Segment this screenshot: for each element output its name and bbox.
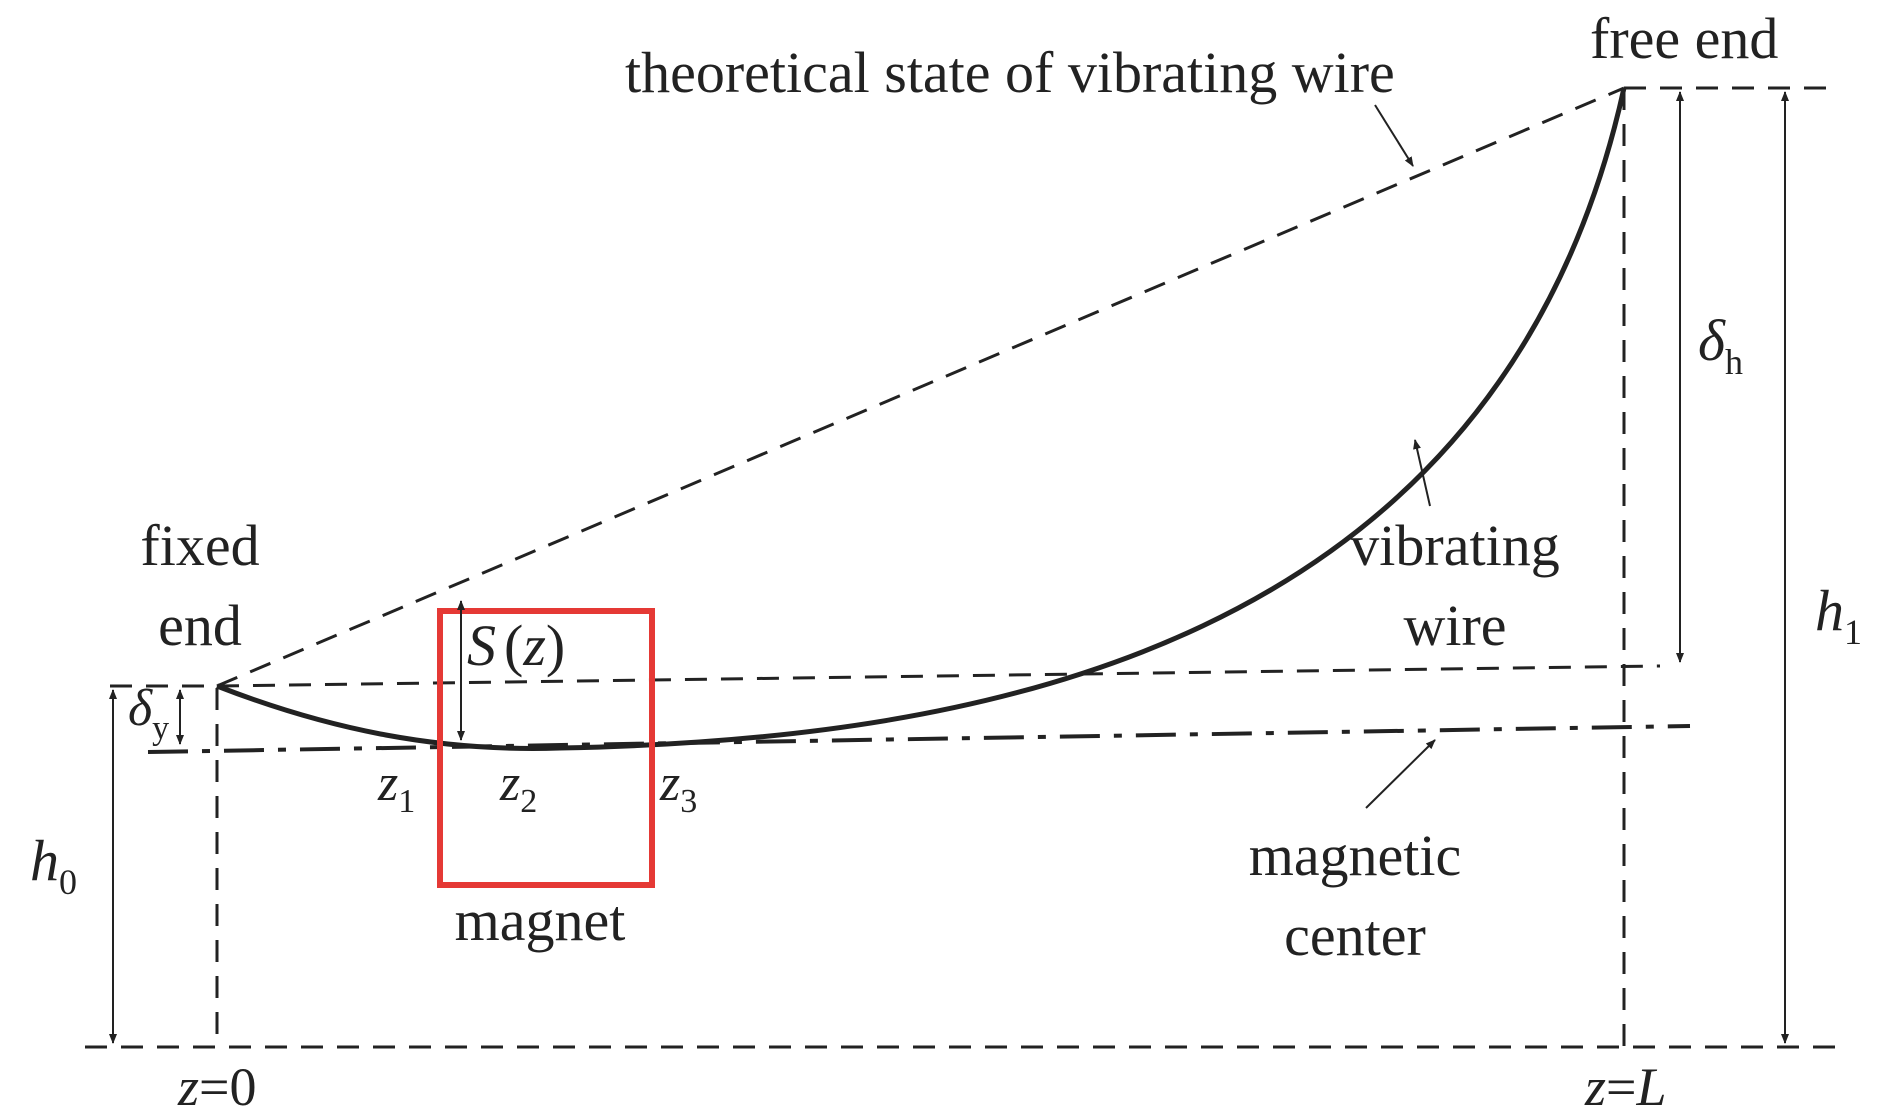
z3-label: z3 [659,755,697,820]
magnetic-center-pointer-arrow [1365,739,1436,809]
delta-y-label: δy [128,680,169,747]
theoretical-state-label: theoretical state of vibrating wire [625,40,1395,105]
fixed-end-label-line1: fixed [140,513,259,578]
magnet-box [437,608,655,888]
delta-h-label: δh [1698,308,1743,382]
z-L-label: z=L [1584,1057,1667,1117]
vibrating-wire-label-line1: vibrating [1350,513,1559,578]
theoretical-pointer-arrow [1374,104,1414,167]
z1-label: z1 [377,755,415,820]
free-end-label: free end [1590,6,1778,71]
vibrating-wire-curve [216,87,1627,751]
reference-level-line [216,664,1661,688]
h1-label: h1 [1815,578,1862,652]
magnetic-center-label-line1: magnetic [1249,823,1462,888]
vibrating-wire-label-line2: wire [1403,593,1506,658]
fixed-end-label-line2: end [158,593,242,658]
magnet-label: magnet [455,888,626,953]
magnetic-center-label-line2: center [1284,903,1426,968]
h0-label: h0 [30,828,77,902]
s-z-label: S (z) [467,613,565,678]
magnetic-center-line [147,724,1691,754]
vibrating-wire-pointer-arrow [1413,439,1431,507]
theoretical-wire-line [216,86,1625,688]
z2-label: z2 [499,755,537,820]
z-zero-label: z=0 [177,1057,256,1117]
